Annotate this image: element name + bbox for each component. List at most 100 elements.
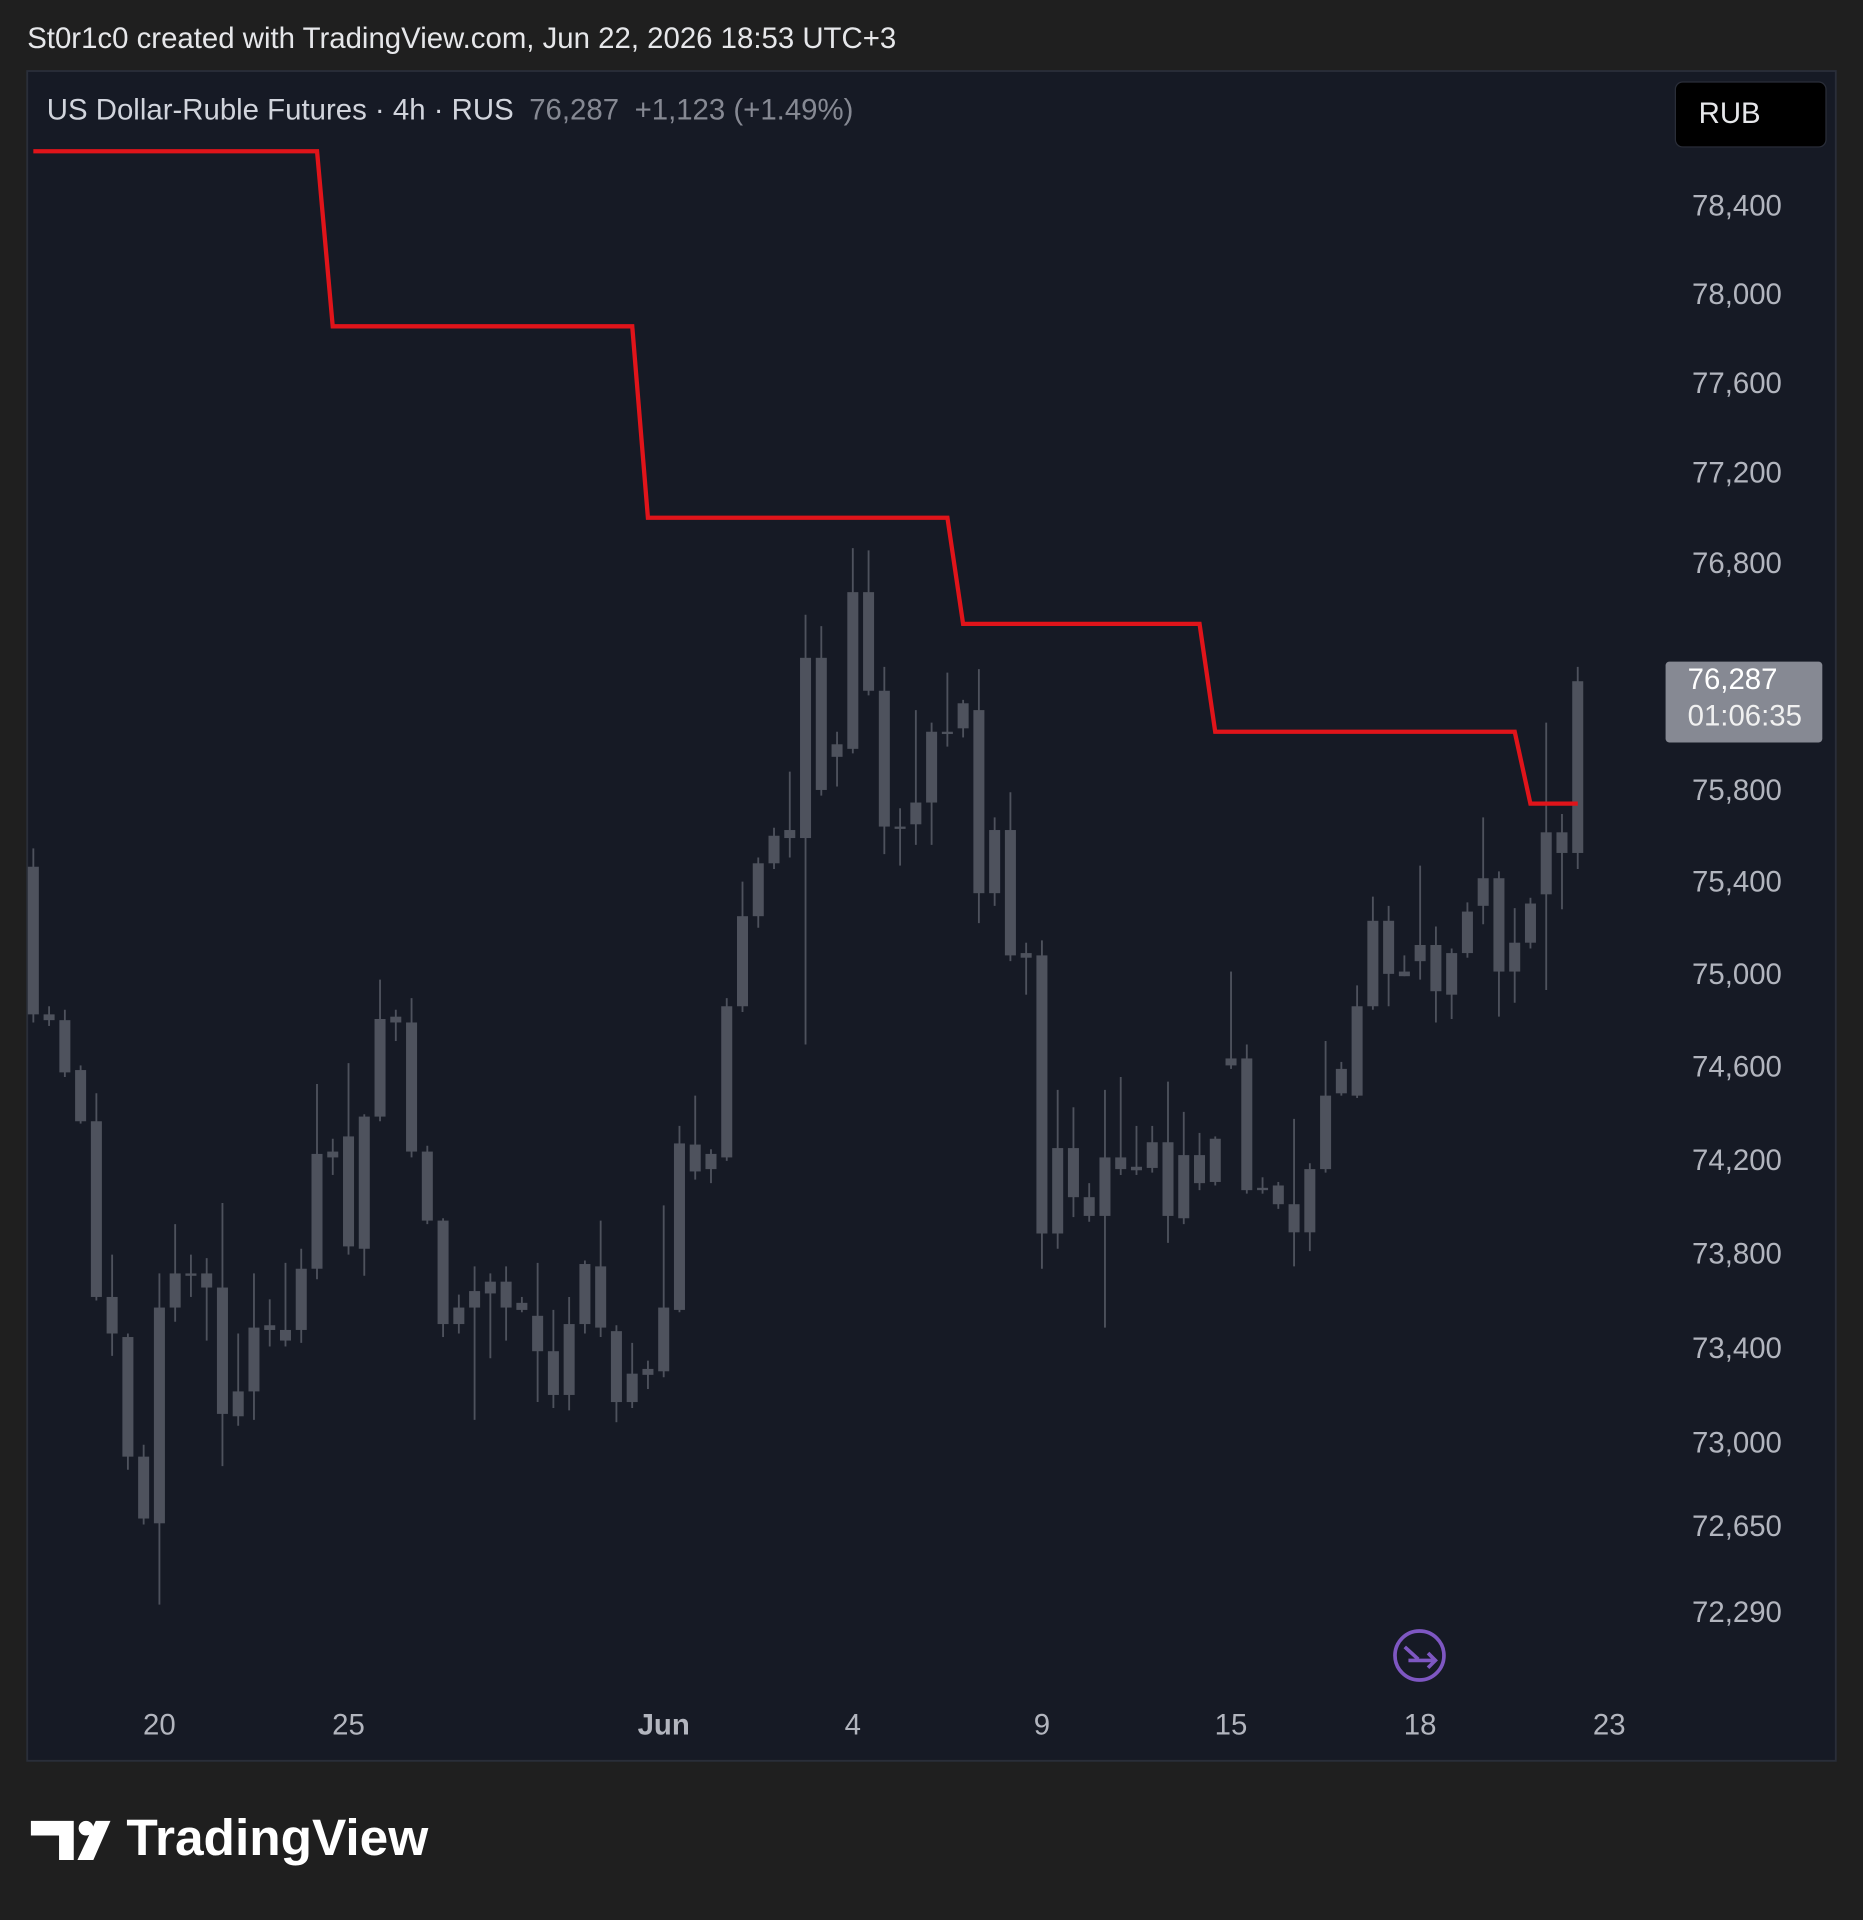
icon[interactable] bbox=[1393, 1629, 1446, 1682]
candle-body bbox=[1083, 1197, 1095, 1216]
candle-body bbox=[1304, 1169, 1316, 1233]
candle-body bbox=[138, 1456, 150, 1519]
candle-body bbox=[894, 826, 906, 829]
last-price: 76,287 bbox=[529, 93, 619, 126]
candle-body bbox=[453, 1307, 465, 1325]
candle-body bbox=[1414, 945, 1426, 962]
candle-body bbox=[1524, 903, 1536, 943]
candle-body bbox=[343, 1136, 355, 1247]
candle-body bbox=[1477, 878, 1489, 906]
logo-mark bbox=[30, 1820, 74, 1860]
candle-body bbox=[279, 1329, 291, 1341]
candle-body bbox=[673, 1143, 685, 1310]
candle-body bbox=[1052, 1148, 1064, 1234]
candle-body bbox=[784, 830, 796, 839]
candle-body bbox=[516, 1302, 528, 1310]
y-tick-label: 74,200 bbox=[1692, 1144, 1782, 1177]
legend: US Dollar-Ruble Futures · 4h · RUS 76,28… bbox=[47, 93, 854, 126]
y-tick-label: 72,650 bbox=[1692, 1510, 1782, 1543]
candle-body bbox=[75, 1070, 87, 1122]
candle-body bbox=[1367, 920, 1379, 1007]
y-tick-label: 74,600 bbox=[1692, 1051, 1782, 1084]
x-tick-label: Jun bbox=[638, 1708, 690, 1741]
candle-body bbox=[421, 1151, 433, 1221]
logo-text: TradingView bbox=[126, 1808, 429, 1866]
candle-body bbox=[1115, 1157, 1127, 1170]
candle-body bbox=[847, 592, 859, 749]
candle-body bbox=[1225, 1058, 1237, 1066]
symbol: US Dollar-Ruble Futures · 4h · RUS bbox=[47, 93, 514, 126]
logo: TradingView bbox=[30, 1808, 429, 1866]
y-tick-label: 72,290 bbox=[1692, 1596, 1782, 1629]
candle-body bbox=[122, 1337, 134, 1457]
candle-body bbox=[721, 1006, 733, 1158]
candle-body bbox=[1099, 1157, 1111, 1216]
candle-body bbox=[752, 863, 764, 917]
candle-body bbox=[1398, 971, 1410, 977]
y-tick-label: 73,400 bbox=[1692, 1332, 1782, 1365]
candle-body bbox=[153, 1307, 165, 1524]
y-tick-label: 76,800 bbox=[1692, 547, 1782, 580]
candle-body bbox=[689, 1144, 701, 1172]
candle-body bbox=[957, 703, 969, 729]
candle-body bbox=[910, 802, 922, 825]
candle-body bbox=[264, 1325, 276, 1330]
candle-body bbox=[1461, 911, 1473, 954]
y-tick-label: 77,600 bbox=[1692, 367, 1782, 400]
y-tick-label: 78,400 bbox=[1692, 189, 1782, 222]
candle-body bbox=[1020, 953, 1032, 958]
candle-body bbox=[658, 1307, 670, 1372]
candle-body bbox=[1067, 1148, 1079, 1198]
candle-body bbox=[1509, 942, 1521, 972]
candle-body bbox=[595, 1266, 607, 1328]
indicator-line bbox=[33, 149, 1578, 806]
candle-body bbox=[1540, 832, 1552, 895]
currency-label[interactable]: RUB bbox=[1699, 97, 1761, 130]
price-tag bbox=[1665, 661, 1823, 743]
candle-body bbox=[815, 657, 827, 790]
candle-body bbox=[626, 1373, 638, 1403]
candle-body bbox=[27, 866, 39, 1015]
x-tick-label: 9 bbox=[1034, 1708, 1050, 1741]
candle-body bbox=[437, 1220, 449, 1325]
candle-body bbox=[1383, 920, 1395, 974]
x-tick-label: 23 bbox=[1593, 1708, 1626, 1741]
icon-arrow[interactable] bbox=[1403, 1645, 1438, 1670]
candle-body bbox=[374, 1018, 386, 1117]
candle-body bbox=[926, 731, 938, 803]
candle-body bbox=[469, 1291, 481, 1308]
candle-body bbox=[768, 835, 780, 864]
candle-body bbox=[1241, 1058, 1253, 1191]
candle-body bbox=[547, 1351, 559, 1395]
candle-body bbox=[800, 657, 812, 839]
candle-body bbox=[579, 1264, 591, 1325]
candle-body bbox=[106, 1296, 118, 1334]
logo-mark bbox=[78, 1820, 94, 1836]
y-tick-label: 75,000 bbox=[1692, 958, 1782, 991]
candle-body bbox=[1320, 1095, 1332, 1170]
go-to-realtime[interactable] bbox=[1393, 1629, 1446, 1682]
price-tag-countdown: 01:06:35 bbox=[1688, 700, 1802, 733]
candle-body bbox=[295, 1268, 307, 1330]
candle-body bbox=[1556, 832, 1568, 853]
candle-body bbox=[532, 1315, 544, 1352]
candle-body bbox=[201, 1273, 213, 1288]
candle-body bbox=[1351, 1006, 1363, 1096]
candle-body bbox=[232, 1391, 244, 1417]
candle-body bbox=[610, 1331, 622, 1403]
candle-body bbox=[563, 1324, 575, 1395]
candle-body bbox=[484, 1281, 496, 1294]
candle-body bbox=[863, 592, 875, 691]
candle-body bbox=[736, 916, 749, 1007]
candle-body bbox=[358, 1116, 370, 1249]
candle-body bbox=[1194, 1155, 1206, 1184]
currency-button[interactable] bbox=[1674, 81, 1827, 148]
candle-body bbox=[1004, 830, 1016, 956]
candle-body bbox=[1430, 945, 1442, 992]
x-tick-label: 20 bbox=[143, 1708, 176, 1741]
candle-body bbox=[642, 1368, 654, 1375]
candle-body bbox=[216, 1287, 228, 1414]
candle-body bbox=[1162, 1142, 1174, 1216]
y-tick-label: 73,000 bbox=[1692, 1427, 1782, 1460]
